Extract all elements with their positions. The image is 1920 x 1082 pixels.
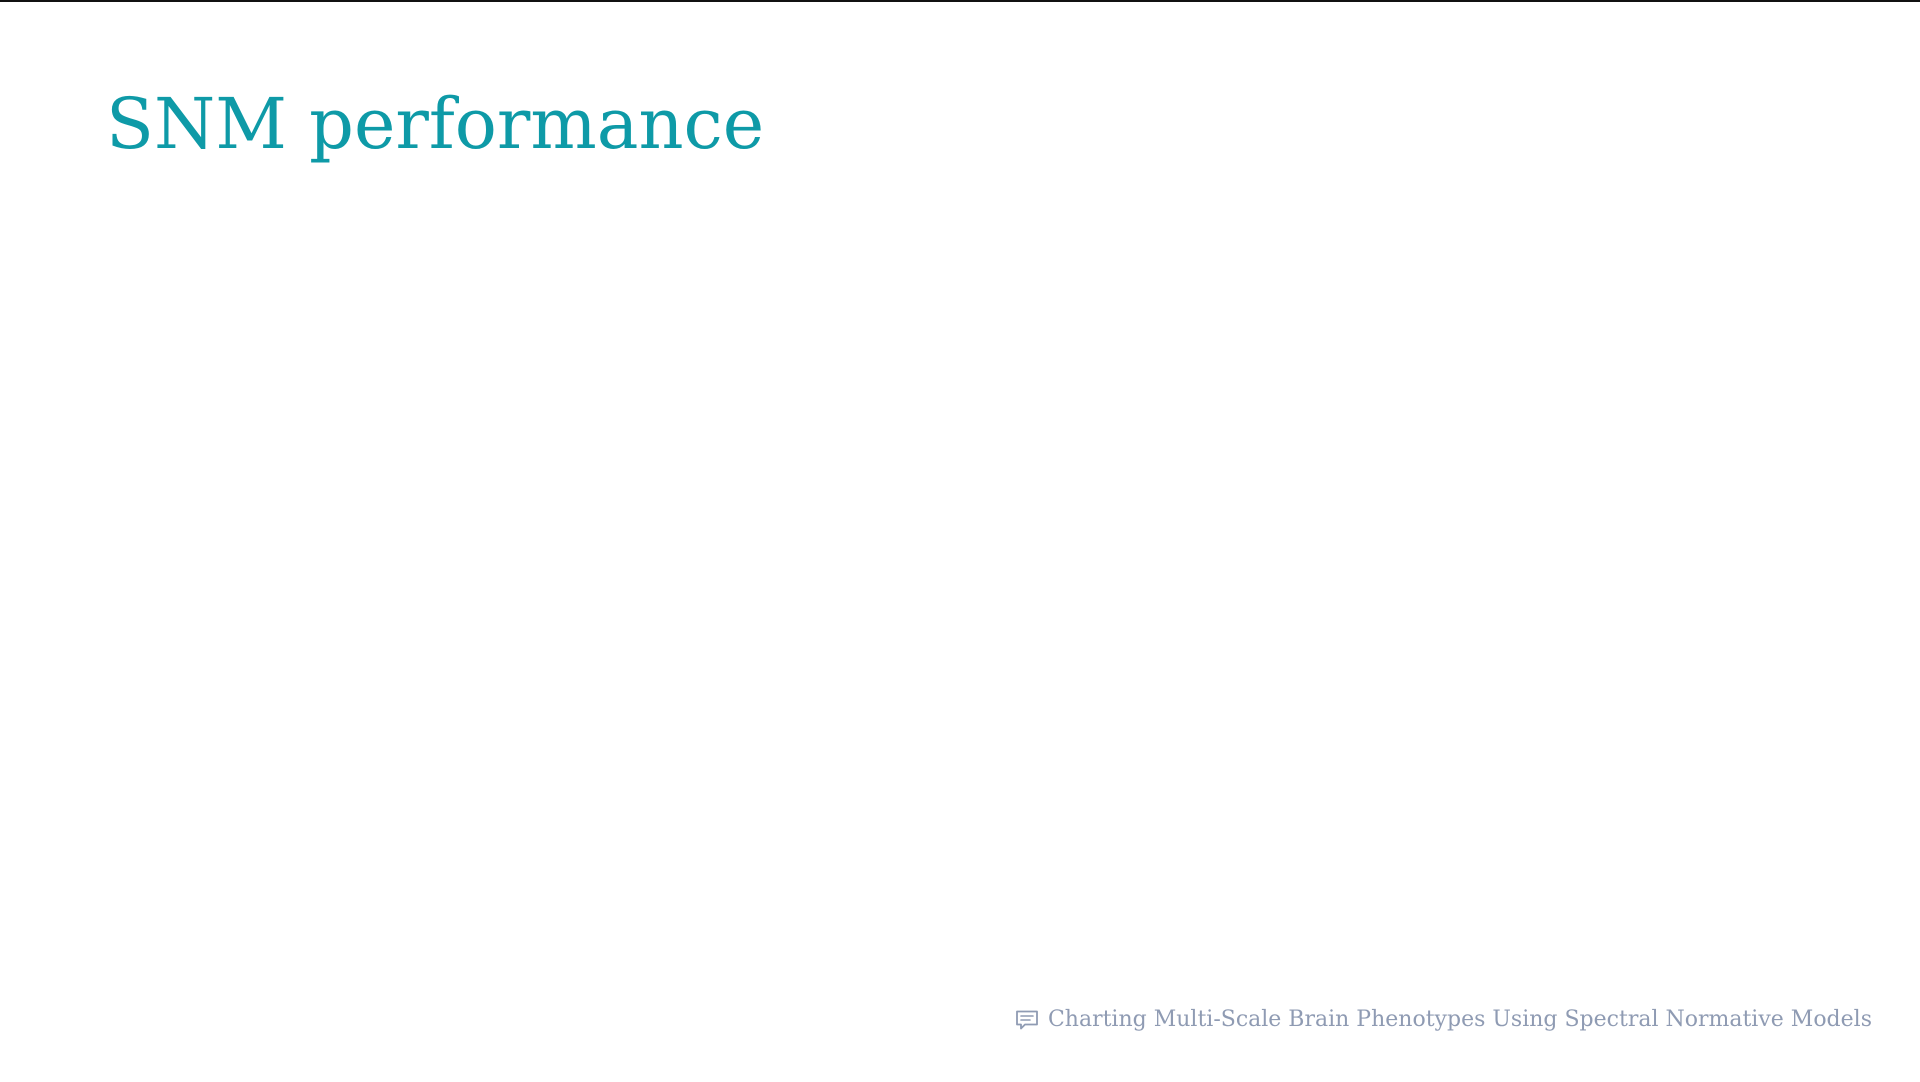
comment-icon: [1014, 1007, 1040, 1033]
slide-title: SNM performance: [106, 83, 765, 165]
footer-text: Charting Multi-Scale Brain Phenotypes Us…: [1047, 1007, 1872, 1032]
slide-footer: Charting Multi-Scale Brain Phenotypes Us…: [1014, 1004, 1872, 1036]
slide-content-area: [106, 192, 1814, 972]
